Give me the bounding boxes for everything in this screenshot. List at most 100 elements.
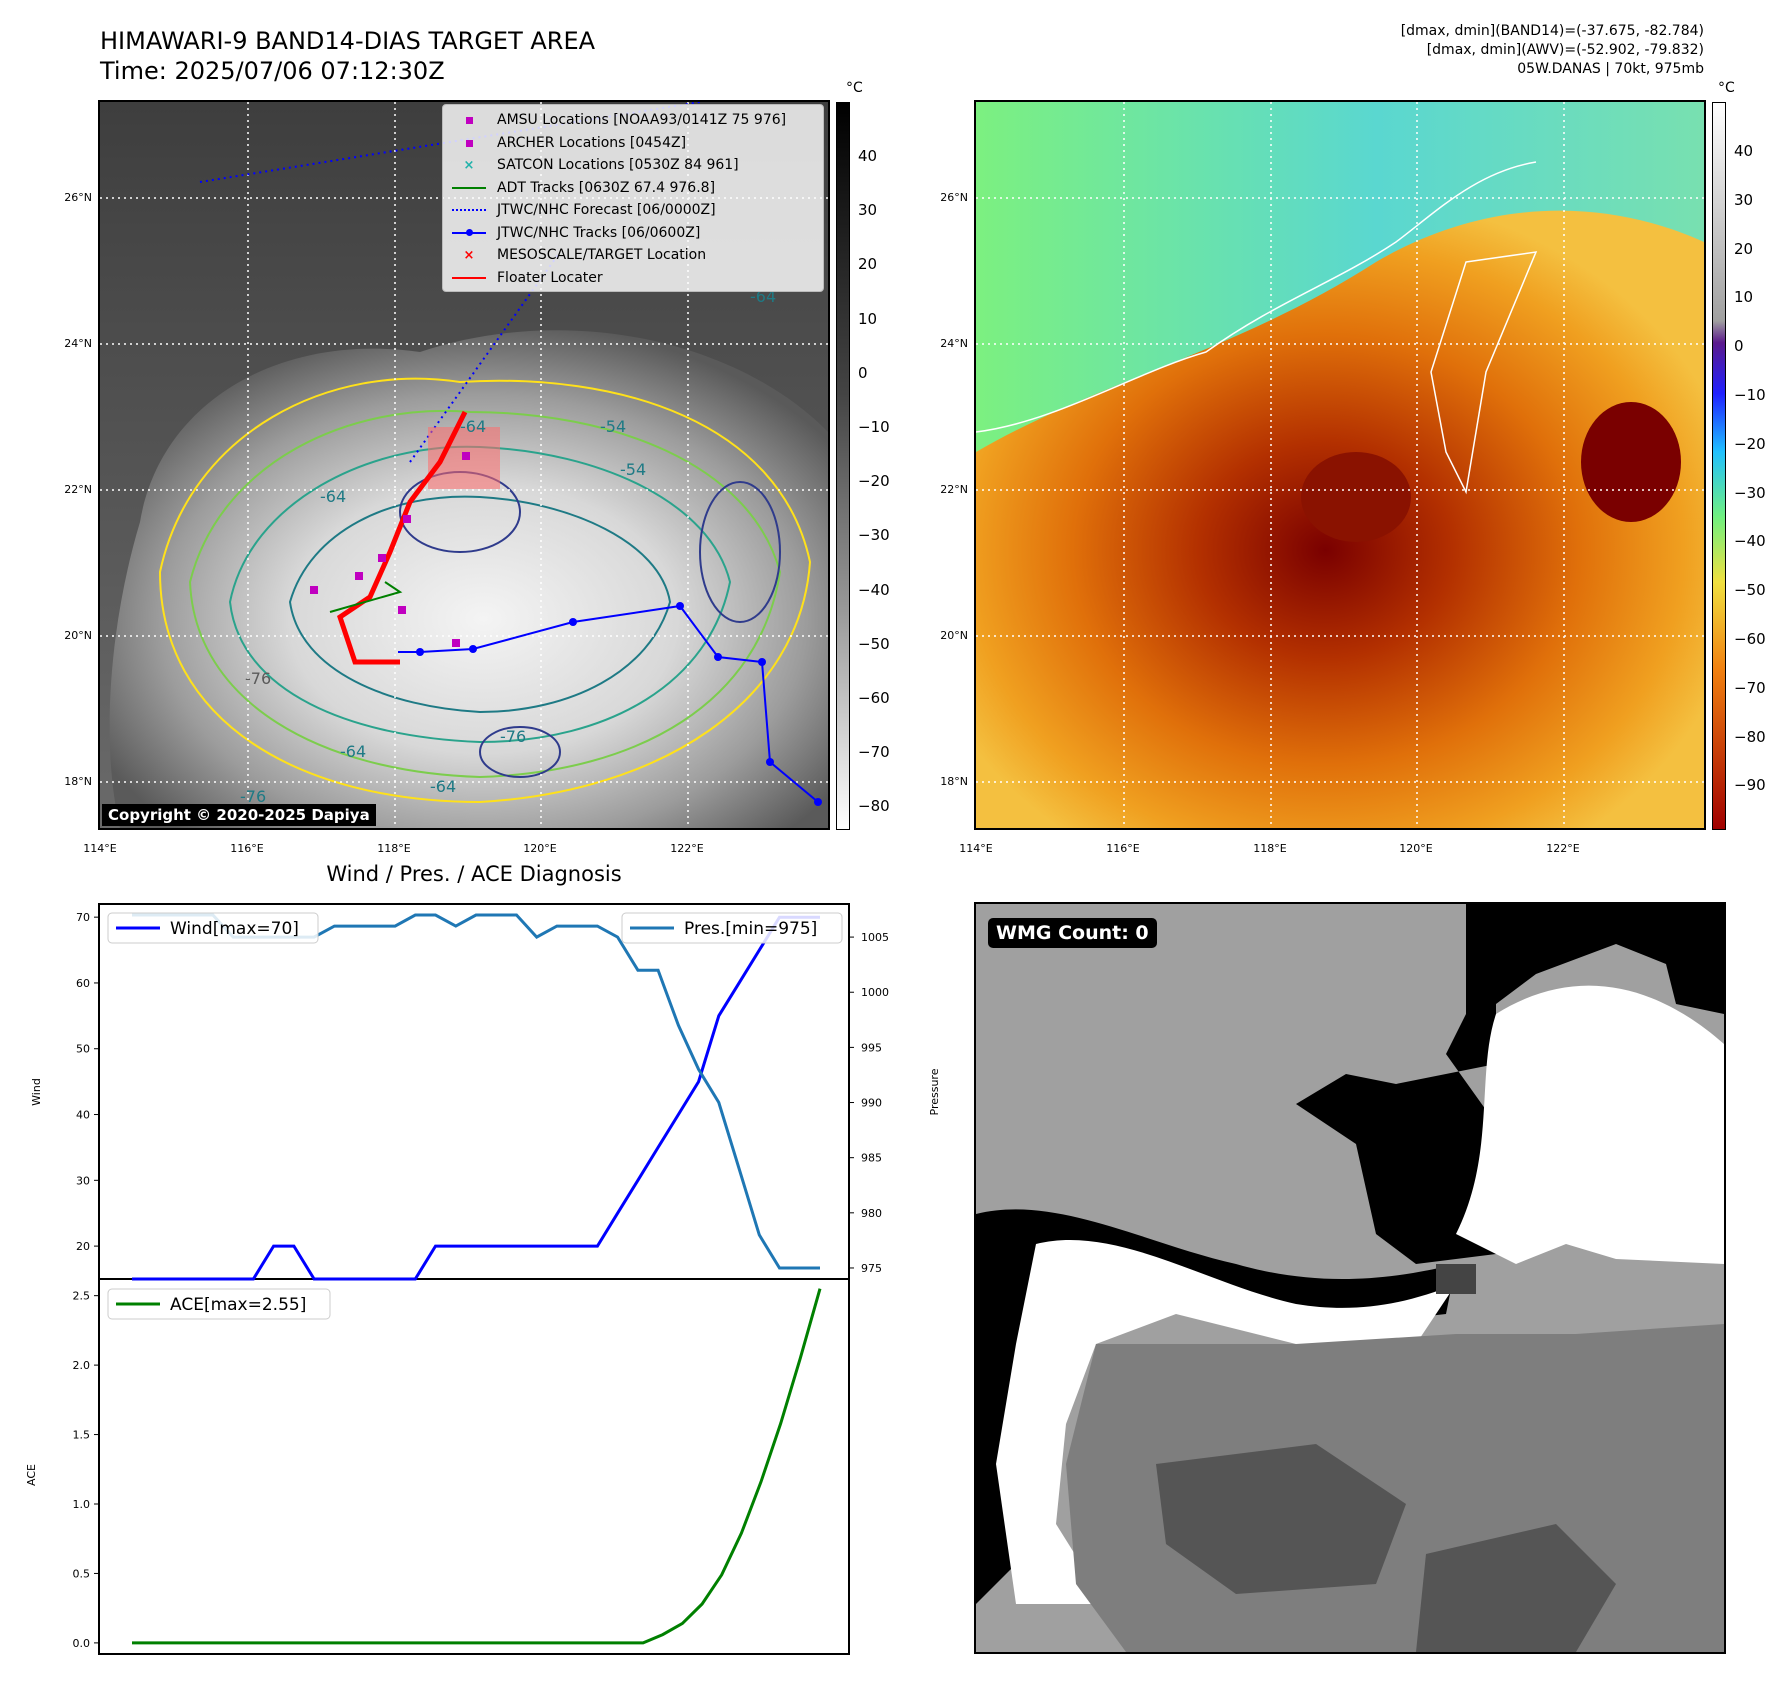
contour-label: -76 [500, 727, 526, 746]
ytick-label: 1.0 [73, 1498, 91, 1511]
lon-tick-label: 116°E [1106, 842, 1140, 855]
map-legend-swatch [449, 135, 489, 151]
colorbar-tick-label: −60 [858, 689, 890, 707]
gray-colorbar-unit: °C [846, 80, 863, 96]
colorbar-tick-label: 40 [1734, 142, 1754, 160]
map-legend-row: × MESOSCALE/TARGET Location [449, 244, 817, 267]
map-legend-row: ARCHER Locations [0454Z] [449, 132, 817, 155]
ytick-label: 0.0 [73, 1637, 91, 1650]
ytick-label: 1000 [861, 986, 889, 999]
colorbar-tick-label: −80 [858, 797, 890, 816]
ytick-label: 2.0 [73, 1359, 91, 1372]
lat-tick-label: 26°N [64, 191, 92, 204]
wmg-white-north [1456, 985, 1724, 1264]
map-legend-row: × SATCON Locations [0530Z 84 961] [449, 154, 817, 177]
taiwan-coastline [1430, 251, 1538, 495]
colorbar-tick-label: 10 [858, 309, 878, 328]
wind-pressure-axes [98, 903, 850, 1280]
contour-navy-south [479, 726, 561, 778]
ace-series-group [132, 1288, 822, 1645]
ace-line [132, 1288, 822, 1645]
contour-yellow [158, 377, 812, 804]
color-ir-map-svg [976, 102, 1704, 828]
contour-navy-east [699, 481, 781, 623]
wind-legend-label: Wind[max=70] [170, 919, 299, 939]
lon-tick-label: 114°E [959, 842, 993, 855]
contour-label: -76 [245, 669, 271, 688]
amsu-archer-points [310, 452, 470, 647]
adt-track [329, 581, 403, 613]
jtwc-track-points [416, 602, 822, 806]
lon-tick-label: 118°E [377, 842, 411, 855]
colorbar-tick-label: −60 [1734, 630, 1766, 648]
colorbar-tick-label: 30 [858, 201, 878, 220]
ace-legend: ACE[max=2.55] [107, 1288, 331, 1320]
lon-tick-label: 122°E [1546, 842, 1580, 855]
lat-tick-label: 18°N [940, 775, 968, 788]
colorbar-tick-label: −50 [858, 634, 890, 653]
colorbar-tick-label: 0 [1734, 337, 1744, 356]
color-ir-eye-region [1301, 452, 1411, 542]
contour-teal [228, 445, 732, 744]
ytick-label: 1005 [861, 931, 889, 944]
lat-tick-label: 20°N [940, 629, 968, 642]
lat-tick-label: 22°N [64, 483, 92, 496]
wmg-dark-southeast [1416, 1524, 1616, 1652]
lat-tick-label: 22°N [940, 483, 968, 496]
ytick-label: 2.5 [73, 1290, 91, 1303]
lon-tick-label: 122°E [670, 842, 704, 855]
map-legend-row: AMSU Locations [NOAA93/0141Z 75 976] [449, 109, 817, 132]
contour-label: -76 [240, 787, 266, 806]
map-legend-rows: AMSU Locations [NOAA93/0141Z 75 976] ARCH… [449, 109, 817, 289]
info-line-awv: [dmax, dmin](AWV)=(-52.902, -79.832) [1426, 42, 1704, 58]
pressure-ylabel: Pressure [928, 1068, 941, 1115]
map-legend-swatch: × [463, 158, 475, 174]
ytick-label: 995 [861, 1041, 882, 1054]
color-colorbar [1712, 102, 1726, 830]
diagnosis-title: Wind / Pres. / ACE Diagnosis [326, 862, 622, 886]
wmg-white-west [996, 1239, 1456, 1604]
colorbar-tick-label: −70 [1734, 678, 1766, 697]
contour-label: -54 [620, 460, 646, 479]
colorbar-tick-label: 0 [858, 363, 868, 382]
contour-green [188, 410, 782, 779]
ytick-label: 985 [861, 1152, 882, 1165]
wmg-count-label: WMG Count: 0 [988, 918, 1157, 948]
map-legend-swatch [449, 202, 489, 218]
colorbar-tick-label: 20 [1734, 239, 1754, 258]
china-coastline [976, 161, 1537, 433]
colorbar-tick-label: −80 [1734, 727, 1766, 746]
lon-tick-label: 120°E [1399, 842, 1433, 855]
wmg-black-north [1296, 904, 1724, 1264]
ace-yticks: 0.0 0.5 1.0 1.5 2.0 2.5 [73, 1290, 99, 1650]
ace-axes [98, 1278, 850, 1655]
copyright-label: Copyright © 2020-2025 Dapiya [102, 804, 376, 826]
ytick-label: 980 [861, 1207, 882, 1220]
ytick-label: 70 [76, 911, 90, 924]
wmg-dark-south [1156, 1444, 1406, 1594]
floater-track [337, 410, 468, 665]
colorbar-tick-label: −40 [858, 580, 890, 599]
map-legend-swatch [449, 180, 489, 196]
map-legend-row: ADT Tracks [0630Z 67.4 976.8] [449, 177, 817, 200]
ytick-label: 1.5 [73, 1429, 91, 1442]
colorbar-tick-label: −40 [1734, 532, 1766, 551]
color-colorbar-unit: °C [1718, 80, 1735, 96]
pressure-yticks: 975 980 985 990 995 1000 1005 [849, 931, 889, 1275]
contour-labels: -64 -76 -54 -64 -76 -64 -54 -64 -76 -64 [240, 287, 776, 806]
info-line-storm: 05W.DANAS | 70kt, 975mb [1517, 61, 1704, 77]
colorbar-tick-label: 20 [858, 255, 878, 274]
colorbar-tick-label: 30 [1734, 190, 1754, 209]
ytick-label: 990 [861, 1097, 882, 1110]
colorbar-tick-label: −70 [858, 743, 890, 762]
color-ir-east-core [1581, 402, 1681, 522]
colorbar-tick-label: −50 [1734, 581, 1766, 600]
figure-title: HIMAWARI-9 BAND14-DIAS TARGET AREA [100, 27, 596, 55]
info-block: [dmax, dmin](BAND14)=(-37.675, -82.784) … [1401, 22, 1704, 79]
wind-line [132, 915, 820, 1281]
lat-tick-label: 24°N [940, 337, 968, 350]
wind-legend: Wind[max=70] [107, 912, 319, 944]
contour-label: -64 [320, 487, 346, 506]
map-legend-label: ADT Tracks [0630Z 67.4 976.8] [497, 179, 716, 196]
map-legend-label: SATCON Locations [0530Z 84 961] [497, 157, 739, 174]
